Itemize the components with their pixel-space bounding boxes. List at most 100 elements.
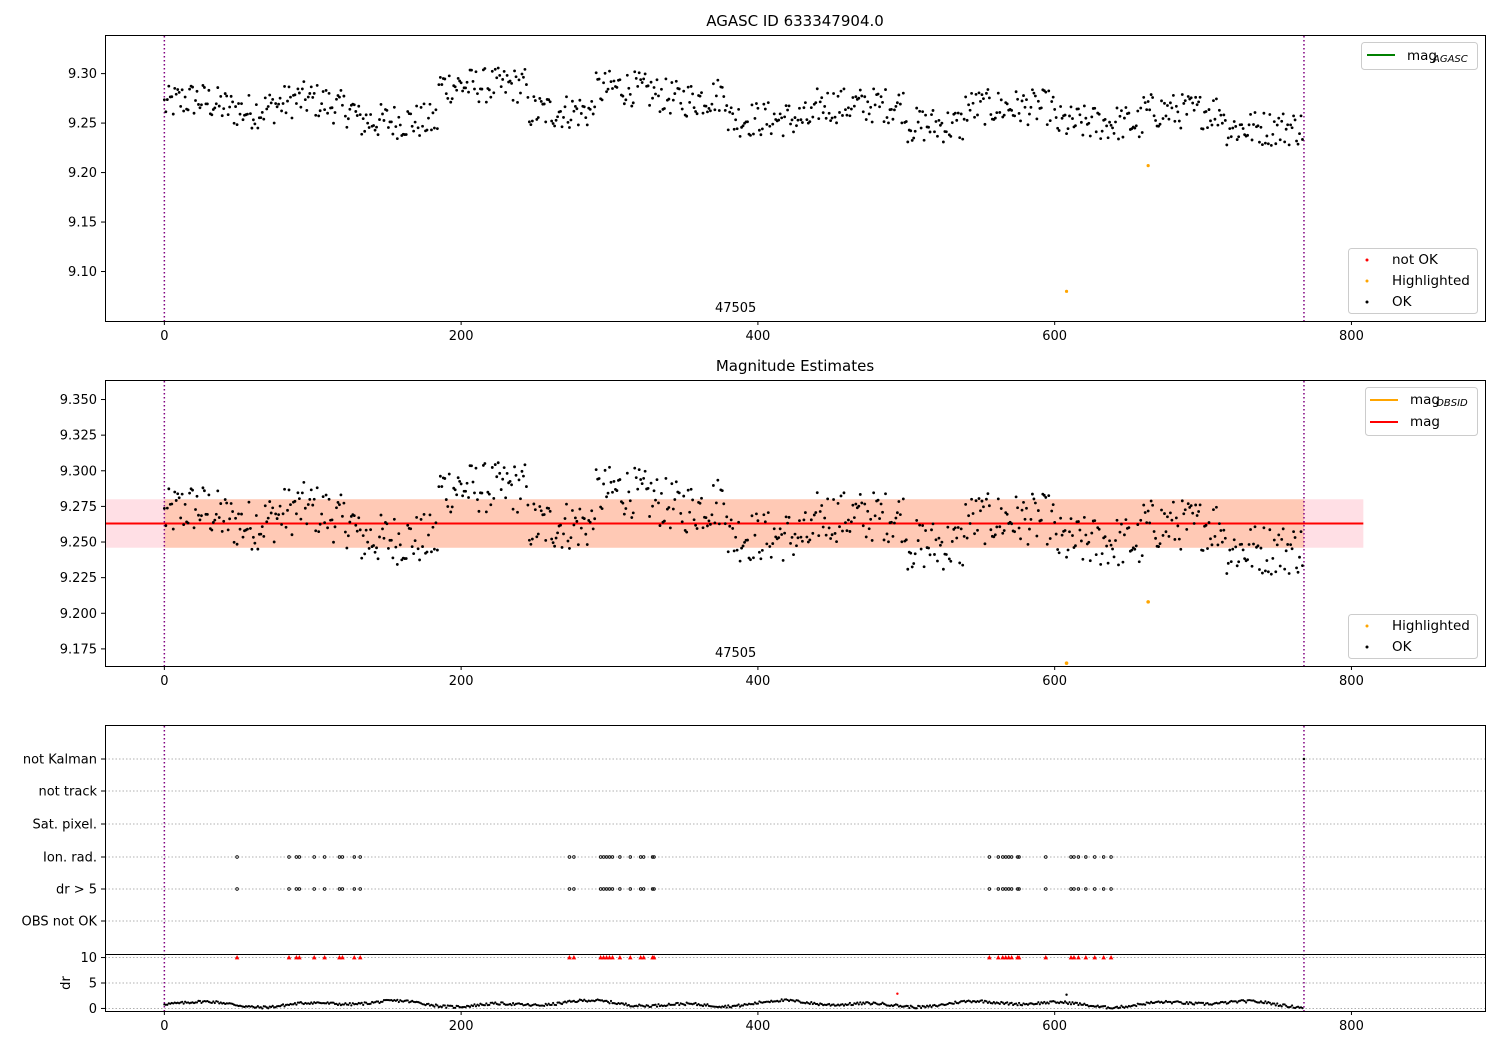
ok-point (643, 72, 647, 76)
ok-point (1272, 120, 1276, 124)
ok-point (318, 522, 322, 526)
ok-point (801, 121, 804, 124)
ok-point (188, 87, 191, 91)
dr-point (347, 1003, 350, 1006)
ok-point (606, 87, 610, 91)
ok-point (995, 525, 999, 529)
ok-point (833, 532, 837, 535)
dr-point (396, 998, 399, 1001)
dr-point (1193, 1003, 1196, 1006)
ok-point (220, 529, 224, 533)
ok-point (228, 105, 232, 109)
flag-marker (337, 887, 342, 891)
ok-point (170, 502, 174, 506)
ok-point (495, 475, 499, 479)
ok-point (755, 102, 758, 105)
ok-point (364, 528, 368, 532)
panel-agasc: AGASC ID 633347904.0 0 200 400 600 8009.109.… (68, 12, 1486, 344)
ok-point (671, 507, 675, 511)
ok-point (234, 516, 237, 520)
dr-point (1224, 1000, 1227, 1004)
ok-point (977, 91, 981, 95)
dr-point (1259, 1000, 1263, 1003)
flag-marker (601, 855, 606, 859)
dr-point (166, 1003, 169, 1006)
ok-point (419, 105, 423, 109)
dr-point (998, 1002, 1001, 1005)
ok-point (1252, 542, 1255, 546)
ok-point (504, 496, 508, 500)
ok-point (628, 93, 632, 96)
dr-point (694, 1001, 697, 1005)
ok-point (881, 100, 884, 104)
ok-point (579, 526, 583, 530)
flag-marker (601, 887, 606, 891)
ok-point (415, 104, 419, 108)
dr-point (673, 1003, 676, 1006)
ok-point (200, 103, 203, 107)
dr-point (182, 1002, 185, 1005)
ok-point (260, 110, 264, 114)
ok-point (971, 101, 975, 105)
dr-point (1203, 1003, 1206, 1007)
ok-point (864, 535, 868, 539)
ok-point (624, 98, 628, 102)
dr-point (1020, 1004, 1024, 1007)
ok-point (786, 521, 789, 525)
ok-point (1170, 106, 1174, 110)
ok-point (795, 544, 798, 548)
ok-point (881, 510, 884, 514)
dr-tick-label: 0 (89, 1002, 97, 1017)
ok-point (946, 525, 950, 529)
ok-point (283, 85, 286, 88)
ok-point (667, 506, 671, 509)
ok-point (658, 110, 662, 114)
ok-point (1171, 500, 1175, 504)
ok-point (1115, 106, 1119, 110)
ok-point (1176, 110, 1180, 114)
ok-point (1148, 521, 1152, 525)
ok-point (533, 508, 537, 511)
ok-point (711, 484, 715, 487)
dr-clipped-marker (294, 955, 299, 960)
ok-point (447, 74, 451, 78)
ok-point (685, 530, 689, 534)
ok-point (542, 513, 546, 516)
ok-point (455, 493, 459, 497)
ok-point (901, 91, 905, 95)
ok-point (404, 133, 408, 136)
x-tick-label: 600 (1042, 329, 1067, 344)
ok-point (1026, 123, 1030, 127)
dr-point (811, 1002, 814, 1006)
ok-point (689, 85, 693, 88)
ok-point (278, 96, 282, 100)
ok-point (167, 487, 171, 491)
dr-point (492, 1002, 495, 1005)
ok-point (317, 114, 321, 118)
ok-point (1068, 530, 1071, 534)
ok-point (956, 111, 960, 115)
ok-point (633, 70, 637, 74)
ok-point (326, 526, 329, 530)
ok-point (728, 524, 732, 528)
dr-clipped-marker (1016, 955, 1022, 960)
ok-point (741, 544, 745, 548)
ok-point (467, 496, 470, 499)
ok-point (378, 118, 381, 121)
ok-point (774, 535, 778, 539)
dr-point (433, 1005, 436, 1008)
ok-point (1183, 508, 1187, 512)
dr-point (841, 1003, 844, 1006)
ok-point (535, 535, 539, 539)
ok-point (1026, 542, 1030, 546)
dr-point (1301, 1007, 1304, 1010)
ok-point (1229, 560, 1233, 564)
ok-point (971, 512, 975, 515)
ok-point (346, 117, 350, 121)
ok-point (539, 99, 543, 103)
ok-point (280, 523, 283, 526)
ok-point (366, 540, 370, 544)
ok-point (249, 527, 252, 530)
ok-point (576, 123, 580, 127)
